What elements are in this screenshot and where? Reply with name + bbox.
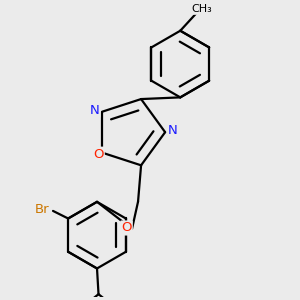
Text: O: O [121,221,132,235]
Text: N: N [90,104,99,117]
Text: O: O [93,148,104,161]
Text: CH₃: CH₃ [191,4,212,14]
Text: Br: Br [35,203,50,216]
Text: N: N [168,124,178,137]
